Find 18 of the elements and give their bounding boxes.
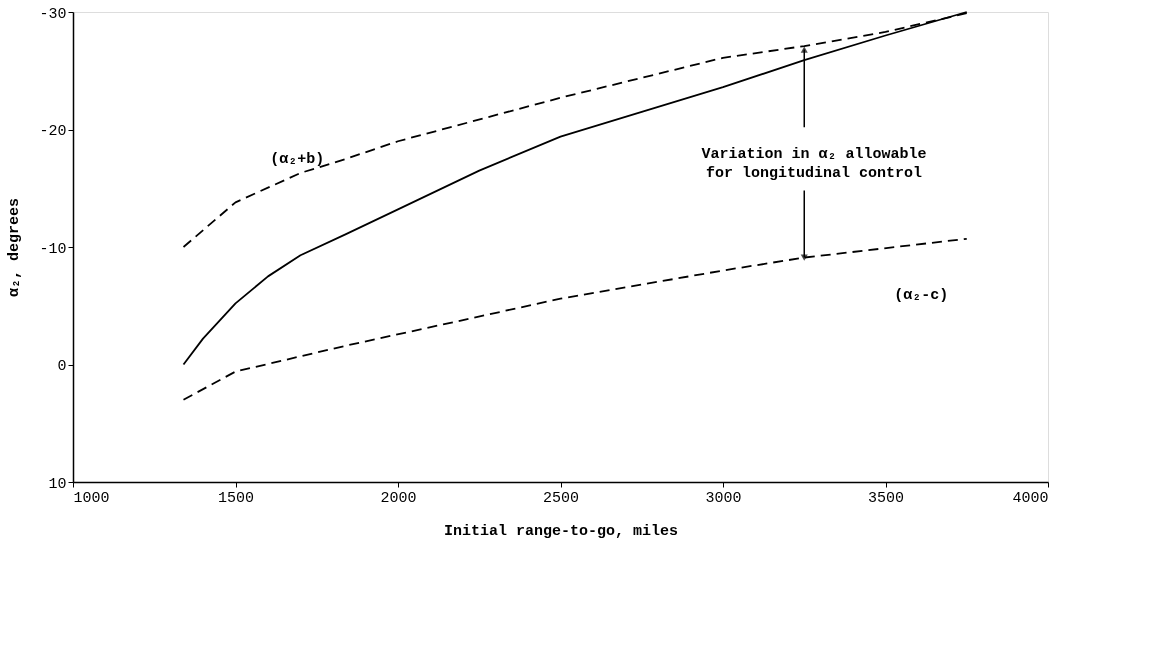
- annotation: (α₂-c): [894, 287, 949, 304]
- y-tick-label: -20: [39, 123, 67, 140]
- annotation: Variation in α₂ allowable for longitudinal control: [701, 146, 927, 182]
- y-tick-label: 0: [57, 358, 67, 375]
- x-tick-label: 2500: [542, 489, 580, 507]
- line-series: [182, 237, 968, 401]
- x-tick-label: 1500: [217, 489, 255, 507]
- x-axis-title: Initial range-to-go, miles: [443, 522, 679, 540]
- y-tick-label: 10: [48, 475, 67, 493]
- annotation: (α₂+b): [270, 150, 325, 168]
- x-tick-label: 2000: [380, 489, 417, 507]
- x-tick-label: 3500: [867, 489, 905, 507]
- x-tick-label: 4000: [1012, 489, 1049, 507]
- x-tick-label: 3000: [705, 489, 742, 507]
- x-tick-label: 1000: [73, 489, 110, 507]
- y-tick-label: -10: [39, 240, 67, 258]
- y-axis-title: α₂, degrees: [6, 197, 24, 298]
- y-tick-label: -30: [39, 5, 67, 23]
